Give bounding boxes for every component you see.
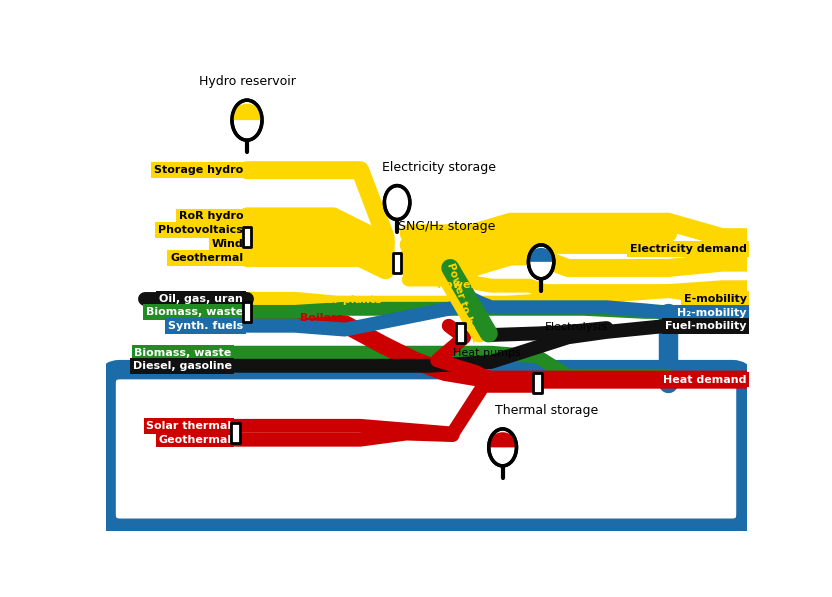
Text: Storage hydro: Storage hydro: [154, 165, 243, 175]
Wedge shape: [384, 189, 411, 202]
Text: Synth. fuels: Synth. fuels: [168, 321, 243, 331]
Text: Oil, gas, uran: Oil, gas, uran: [159, 294, 243, 304]
Text: Solar thermal: Solar thermal: [146, 421, 231, 431]
Ellipse shape: [488, 429, 517, 466]
Text: Heat demand: Heat demand: [663, 375, 747, 384]
Ellipse shape: [384, 186, 410, 220]
Text: E-mobility: E-mobility: [684, 294, 747, 304]
Text: Biomass, waste: Biomass, waste: [146, 307, 243, 317]
Bar: [243, 302, 251, 322]
Text: Boilers: Boilers: [300, 313, 344, 323]
Text: H₂-mobility: H₂-mobility: [677, 307, 747, 318]
Ellipse shape: [528, 245, 554, 279]
Text: Power to gas: Power to gas: [437, 280, 519, 290]
Text: Geothermal: Geothermal: [170, 253, 243, 263]
Text: Diesel, gasoline: Diesel, gasoline: [132, 361, 231, 371]
Text: Electricity storage: Electricity storage: [383, 161, 497, 174]
Text: Electricity demand: Electricity demand: [630, 244, 747, 254]
Text: Electrolysis: Electrolysis: [545, 322, 608, 333]
Bar: [231, 423, 240, 443]
Text: Hydro reservoir: Hydro reservoir: [199, 75, 295, 88]
Bar: [243, 227, 251, 247]
Wedge shape: [230, 104, 264, 120]
Text: SNG/H₂ storage: SNG/H₂ storage: [398, 220, 495, 233]
Text: Thermal storage: Thermal storage: [495, 404, 598, 417]
Wedge shape: [527, 248, 555, 262]
Text: Photovoltaics: Photovoltaics: [158, 225, 243, 235]
Bar: [393, 253, 401, 273]
Text: Fuel-mobility: Fuel-mobility: [666, 321, 747, 331]
Text: Biomass, waste: Biomass, waste: [134, 347, 231, 358]
Ellipse shape: [232, 100, 262, 140]
Text: Wind: Wind: [211, 239, 243, 249]
Text: Geothermal: Geothermal: [158, 435, 231, 445]
Bar: [533, 373, 542, 393]
Bar: [456, 324, 464, 343]
Text: Heat pumps: Heat pumps: [453, 347, 520, 358]
Text: RoR hydro: RoR hydro: [179, 211, 243, 221]
Wedge shape: [488, 432, 518, 447]
Text: Power plants: Power plants: [300, 296, 382, 305]
Text: Power to heat: Power to heat: [445, 261, 480, 344]
